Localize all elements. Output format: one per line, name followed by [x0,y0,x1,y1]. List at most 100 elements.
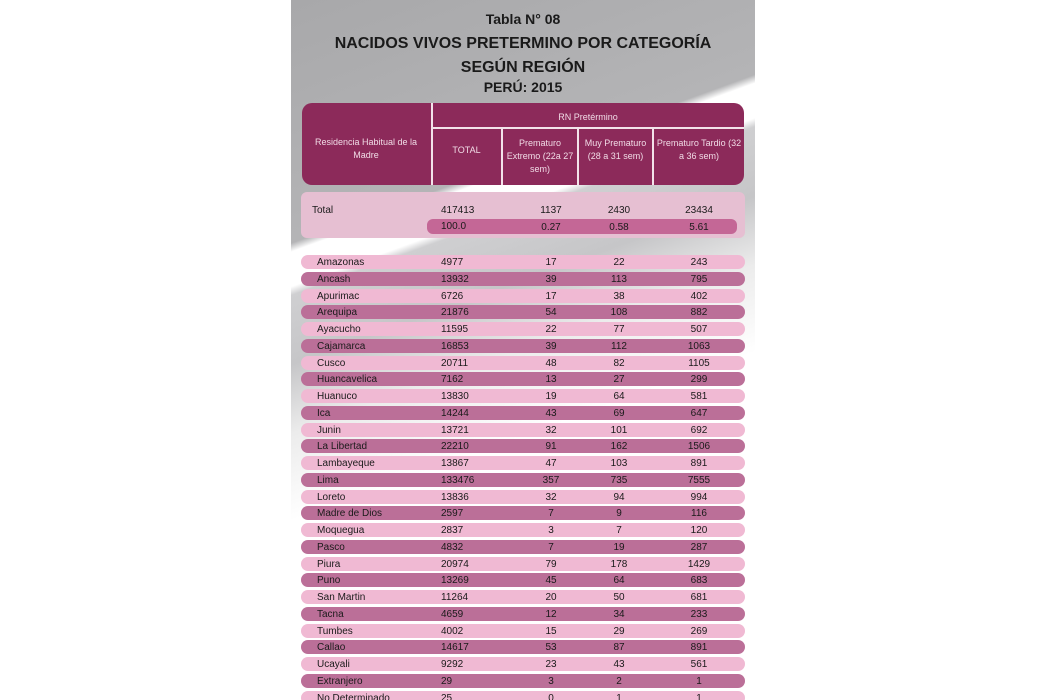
region-total: 20974 [441,558,469,570]
table-row: Apurimac 6726 17 38 402 [301,288,745,303]
table-row: Tumbes 4002 15 29 269 [301,623,745,638]
region-tardio: 1 [696,692,702,700]
table-row: Moquegua 2837 3 7 120 [301,523,745,537]
region-muy: 1 [616,692,622,700]
table-row: La Libertad 22210 91 162 1506 [301,439,745,454]
header-divider [431,103,433,185]
region-name: Lima [317,474,339,486]
region-tardio: 692 [690,424,708,436]
header-extremo: Prematuro Extremo (22a 27 sem) [506,138,574,174]
region-extremo: 3 [548,525,554,536]
region-muy: 87 [613,642,625,654]
region-total: 22210 [441,441,469,453]
region-extremo: 0 [548,692,554,700]
region-name: Piura [317,558,341,570]
region-tardio: 233 [690,608,708,620]
table-row: Piura 20974 79 178 1429 [301,556,745,571]
region-extremo: 3 [548,675,554,687]
region-tardio: 1429 [687,558,711,570]
region-name: Ucayali [317,659,350,670]
table-row: Ica 14244 43 69 647 [301,405,745,420]
region-name: Huanuco [317,391,358,402]
region-total: 4977 [441,257,464,268]
region-muy: 735 [610,474,628,486]
table-row: Ucayali 9292 23 43 561 [301,657,745,671]
region-name: Arequipa [317,307,358,319]
region-total: 13932 [441,273,469,285]
table-row: Puno 13269 45 64 683 [301,573,745,588]
region-muy: 103 [610,458,628,469]
region-muy: 7 [616,525,622,536]
region-muy: 108 [610,307,628,319]
header-muy: Muy Prematuro (28 a 31 sem) [584,138,647,161]
table-row: Extranjero 29 3 2 1 [301,673,745,688]
table-row: Cajamarca 16853 39 112 1063 [301,338,745,353]
table-row: Ancash 13932 39 113 795 [301,271,745,286]
region-muy: 69 [613,407,625,419]
region-name: Ancash [317,273,351,285]
region-total: 11264 [441,592,469,603]
region-extremo: 13 [545,374,557,386]
table-row: Tacna 4659 12 34 233 [301,606,745,621]
region-total: 25 [441,692,453,700]
table-row: Madre de Dios 2597 7 9 116 [301,506,745,521]
header-divider [501,127,503,185]
region-tardio: 994 [690,491,708,503]
region-muy: 113 [611,273,627,285]
region-muy: 27 [613,374,625,386]
region-tardio: 507 [690,324,708,335]
region-extremo: 39 [545,340,557,352]
header-divider [431,127,744,129]
region-tardio: 1 [696,675,702,687]
region-name: Tumbes [317,625,353,637]
region-extremo: 53 [545,642,557,654]
region-extremo: 17 [545,257,557,268]
region-tardio: 402 [690,290,708,302]
table-title: NACIDOS VIVOS PRETERMINO POR CATEGORÍA [334,35,712,52]
table-row: Callao 14617 53 87 891 [301,640,745,655]
region-extremo: 32 [545,491,557,503]
region-muy: 50 [613,592,625,603]
region-tardio: 116 [691,508,707,520]
total-muy: 2430 [607,205,631,216]
table-row: Junin 13721 32 101 692 [301,422,745,437]
region-extremo: 48 [545,357,557,369]
region-name: Cusco [317,357,346,369]
region-muy: 64 [613,575,625,587]
table-row: Amazonas 4977 17 22 243 [301,255,745,269]
document-page: Tabla N° 08 NACIDOS VIVOS PRETERMINO POR… [291,0,755,700]
region-tardio: 7555 [687,474,711,486]
total-percent-bar [427,219,737,234]
region-muy: 19 [613,541,625,553]
region-tardio: 891 [690,642,708,654]
region-muy: 101 [610,424,628,436]
region-muy: 43 [613,659,625,670]
region-total: 20711 [441,357,469,369]
header-total: TOTAL [452,145,481,155]
region-tardio: 299 [690,374,708,386]
region-extremo: 43 [545,407,557,419]
table-row: Loreto 13836 32 94 994 [301,489,745,504]
region-total: 9292 [441,659,464,670]
table-row: San Martin 11264 20 50 681 [301,590,745,604]
region-extremo: 7 [548,541,554,553]
region-name: Moquegua [317,525,365,536]
region-muy: 82 [613,357,625,369]
region-extremo: 357 [542,474,560,486]
region-muy: 2 [616,675,622,687]
region-extremo: 32 [545,424,557,436]
region-name: Loreto [317,491,346,503]
region-total: 2597 [441,508,464,520]
region-muy: 77 [613,324,625,335]
total-percent: 100.0 [441,221,467,232]
region-extremo: 12 [545,608,557,620]
region-name: Apurimac [317,290,360,302]
region-tardio: 647 [690,407,708,419]
region-muy: 9 [616,508,622,520]
region-extremo: 39 [545,273,557,285]
table-country-year: PERÚ: 2015 [483,79,563,95]
region-tardio: 882 [690,307,708,319]
region-total: 16853 [441,340,469,352]
region-extremo: 79 [545,558,557,570]
region-name: No Determinado [317,692,390,700]
